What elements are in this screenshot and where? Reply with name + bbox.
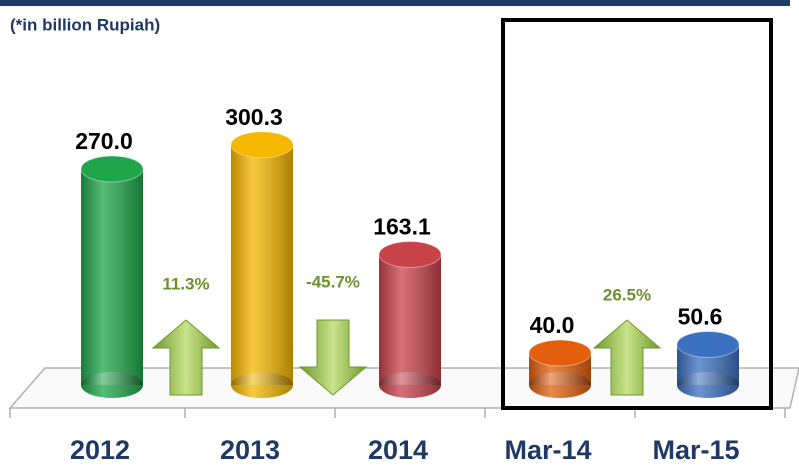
growth-label: 26.5% [603, 285, 651, 304]
value-label: 163.1 [373, 214, 431, 240]
growth-arrow [151, 319, 221, 396]
bar-top [676, 331, 740, 359]
x-tick-label: 2014 [368, 435, 428, 465]
bars [80, 131, 740, 398]
bar-top [378, 241, 442, 269]
bar-top [230, 131, 294, 159]
growth-label: 11.3% [162, 274, 209, 293]
bar-shade [379, 254, 441, 385]
value-label: 300.3 [225, 104, 283, 130]
bar-shade [231, 144, 293, 385]
growth-label: -45.7% [306, 272, 360, 291]
bar-top [528, 339, 592, 367]
growth-arrow [298, 319, 368, 396]
x-tick-label: Mar-15 [652, 435, 739, 465]
bar-top [80, 155, 144, 183]
value-label: 50.6 [678, 304, 723, 330]
highlight-box [501, 18, 773, 410]
x-tick-label: 2013 [220, 435, 280, 465]
value-label: 270.0 [75, 128, 133, 154]
value-label: 40.0 [530, 312, 575, 338]
bar-shade [81, 169, 143, 385]
subtitle: (*in billion Rupiah) [10, 15, 160, 34]
header-strip [0, 0, 790, 6]
x-tick-label: Mar-14 [504, 435, 591, 465]
growth-arrow [592, 319, 662, 396]
x-tick-label: 2012 [70, 435, 130, 465]
